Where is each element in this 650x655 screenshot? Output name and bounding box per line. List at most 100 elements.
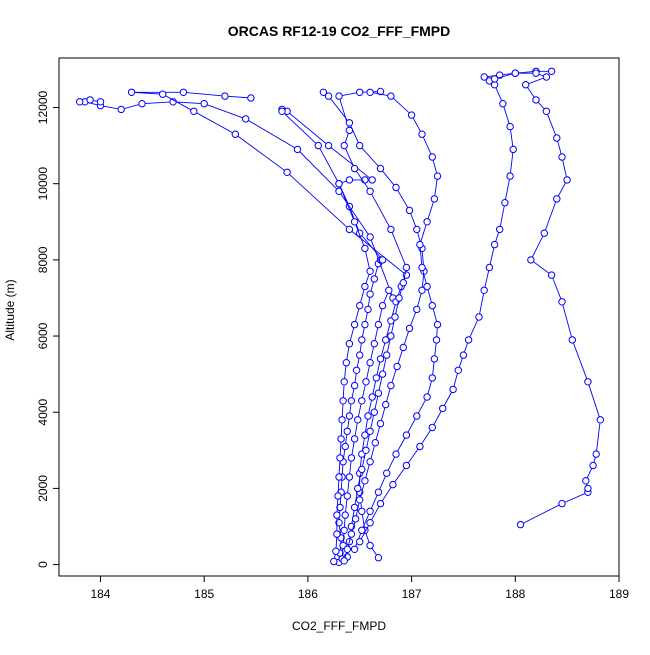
- data-point: [345, 225, 354, 234]
- data-point: [96, 98, 105, 106]
- data-point: [366, 88, 374, 97]
- data-point: [366, 427, 374, 435]
- data-point: [464, 336, 473, 344]
- data-point: [231, 130, 240, 138]
- data-point: [340, 141, 348, 150]
- data-point: [395, 294, 403, 302]
- data-point: [283, 168, 291, 177]
- data-point: [190, 107, 198, 116]
- data-point: [332, 547, 340, 555]
- data-point: [480, 73, 488, 81]
- data-point: [352, 366, 361, 374]
- data-point: [333, 530, 341, 538]
- x-axis: 184 185 186 187 188 189: [90, 576, 629, 601]
- data-point: [387, 332, 395, 340]
- data-point: [522, 81, 530, 89]
- data-point: [376, 355, 385, 363]
- data-point: [366, 233, 374, 241]
- data-point: [374, 488, 383, 496]
- data-point: [378, 256, 387, 264]
- data-point: [405, 324, 414, 333]
- y-tick-label: 4000: [36, 399, 50, 426]
- data-point: [413, 305, 421, 314]
- data-point: [361, 244, 369, 253]
- data-point: [340, 557, 348, 565]
- data-point: [340, 378, 348, 386]
- data-point: [361, 282, 369, 291]
- data-point: [449, 385, 457, 394]
- data-point: [76, 98, 84, 106]
- data-point: [430, 355, 439, 363]
- data-point: [350, 164, 359, 173]
- data-point: [423, 282, 431, 291]
- data-point: [433, 320, 442, 329]
- data-point: [558, 499, 566, 508]
- data-point: [496, 225, 504, 234]
- data-point: [366, 541, 374, 550]
- data-point: [558, 298, 566, 306]
- data-point: [335, 473, 343, 481]
- x-tick-label: 189: [609, 587, 629, 601]
- data-point: [341, 442, 349, 451]
- y-tick-label: 6000: [36, 322, 50, 349]
- data-point: [582, 477, 590, 485]
- data-point: [335, 92, 343, 100]
- data-point: [389, 480, 397, 489]
- data-point: [509, 145, 517, 154]
- data-point: [361, 477, 369, 485]
- data-point: [347, 530, 356, 538]
- data-point: [350, 545, 359, 553]
- data-point: [362, 378, 370, 386]
- data-point: [506, 122, 514, 131]
- data-point: [501, 199, 509, 207]
- data-point: [347, 454, 356, 462]
- data-point: [402, 431, 411, 439]
- data-point: [278, 107, 286, 116]
- data-point: [378, 370, 387, 378]
- data-point: [361, 431, 369, 439]
- data-point: [516, 520, 525, 529]
- data-point: [553, 195, 561, 203]
- data-point: [366, 359, 374, 367]
- data-point: [584, 484, 592, 493]
- data-point: [387, 225, 395, 234]
- data-point: [247, 94, 255, 102]
- data-point: [511, 69, 519, 77]
- data-point: [374, 554, 383, 562]
- y-tick-label: 2000: [36, 475, 50, 502]
- data-point: [336, 454, 344, 462]
- data-series: [278, 107, 374, 566]
- data-point: [358, 397, 366, 405]
- data-point: [356, 496, 364, 504]
- data-point: [547, 67, 556, 76]
- data-point: [382, 336, 390, 344]
- data-point: [361, 320, 369, 329]
- data-point: [428, 153, 436, 161]
- data-point: [366, 519, 374, 527]
- data-point: [343, 427, 351, 435]
- data-point: [418, 130, 426, 138]
- data-point: [371, 439, 379, 447]
- data-point: [350, 320, 359, 329]
- data-point: [542, 107, 551, 116]
- data-point: [428, 301, 436, 310]
- data-point: [433, 172, 442, 180]
- data-point: [366, 267, 374, 275]
- data-point: [454, 366, 462, 374]
- series-line: [281, 110, 371, 562]
- data-point: [376, 164, 385, 173]
- data-point: [117, 105, 125, 114]
- data-point: [368, 393, 376, 401]
- data-point: [345, 412, 354, 420]
- data-point: [399, 279, 407, 287]
- data-point: [402, 263, 411, 272]
- data-point: [293, 145, 302, 154]
- data-point: [490, 240, 499, 249]
- data-point: [343, 545, 351, 553]
- data-point: [589, 461, 597, 470]
- data-point: [413, 225, 421, 234]
- data-point: [221, 92, 229, 100]
- data-point: [432, 336, 441, 344]
- data-point: [382, 400, 390, 409]
